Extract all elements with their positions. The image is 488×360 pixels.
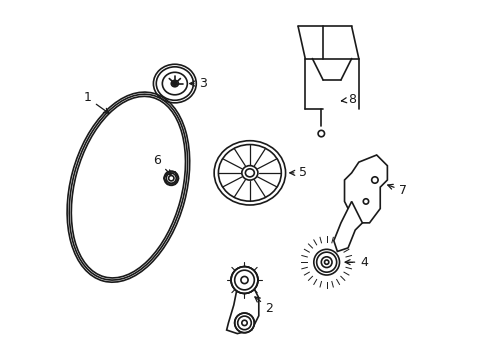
Text: 1: 1: [83, 91, 109, 113]
Polygon shape: [333, 202, 362, 251]
Text: 2: 2: [254, 297, 273, 315]
Text: 3: 3: [189, 77, 207, 90]
Text: 5: 5: [289, 166, 307, 179]
Polygon shape: [226, 284, 258, 334]
Ellipse shape: [234, 313, 254, 333]
Text: 6: 6: [153, 154, 171, 175]
Ellipse shape: [324, 260, 328, 264]
Text: 8: 8: [341, 93, 355, 106]
Ellipse shape: [172, 82, 177, 85]
Ellipse shape: [231, 267, 257, 293]
Ellipse shape: [168, 176, 174, 181]
Polygon shape: [344, 155, 386, 223]
Text: 4: 4: [345, 256, 367, 269]
Text: 7: 7: [387, 184, 407, 197]
